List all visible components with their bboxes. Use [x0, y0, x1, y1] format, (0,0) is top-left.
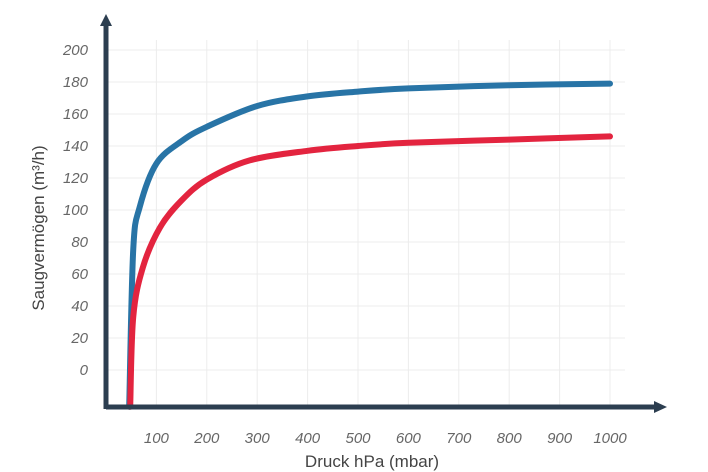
axes — [100, 14, 667, 413]
tick-labels: 100 200 300 400 500 600 700 800 900 1000 0 20 40 60 80… — [62, 42, 627, 447]
series — [126, 80, 613, 410]
series-line-2 — [127, 133, 613, 410]
x-tick-label: 500 — [345, 430, 371, 447]
x-axis-arrow-icon — [654, 401, 667, 413]
x-tick-label: 600 — [396, 430, 422, 447]
x-tick-label: 100 — [144, 430, 170, 447]
grid — [108, 40, 625, 405]
y-tick-label: 80 — [71, 234, 88, 251]
y-tick-label: 160 — [63, 106, 89, 123]
y-tick-label: 120 — [63, 170, 89, 187]
series-line-1 — [126, 80, 613, 410]
x-tick-label: 800 — [497, 430, 523, 447]
y-axis-arrow-icon — [100, 14, 112, 26]
y-tick-label: 60 — [71, 266, 88, 283]
x-tick-label: 700 — [446, 430, 472, 447]
x-tick-label: 400 — [295, 430, 321, 447]
y-tick-label: 180 — [63, 74, 89, 91]
y-tick-label: 20 — [70, 330, 88, 347]
x-tick-label: 900 — [547, 430, 573, 447]
x-axis-label: Druck hPa (mbar) — [305, 452, 439, 471]
y-tick-label: 40 — [71, 298, 88, 315]
y-axis-label: Saugvermögen (m³/h) — [29, 145, 48, 310]
x-tick-label: 200 — [193, 430, 220, 447]
y-tick-label: 140 — [63, 138, 89, 155]
y-tick-label: 200 — [62, 42, 89, 59]
y-tick-label: 0 — [80, 362, 89, 379]
x-tick-label: 300 — [245, 430, 271, 447]
x-tick-label: 1000 — [593, 430, 627, 447]
y-tick-label: 100 — [63, 202, 89, 219]
